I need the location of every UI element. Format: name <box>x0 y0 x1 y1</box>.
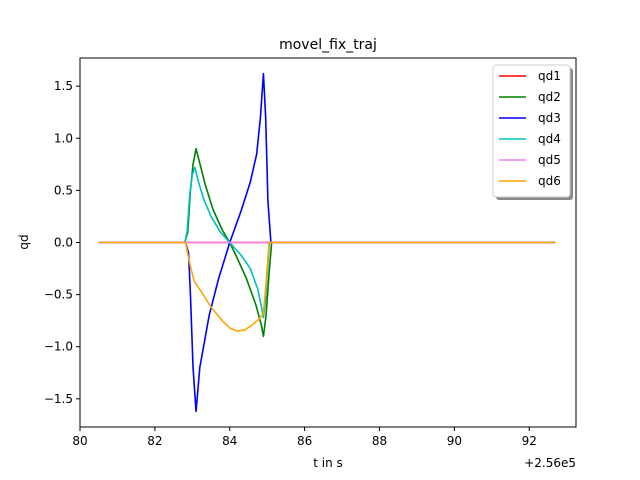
legend-label-qd5: qd5 <box>538 153 561 167</box>
y-tick-label: −0.5 <box>44 288 73 302</box>
series-line-qd6 <box>98 241 556 332</box>
x-tick-label: 92 <box>522 434 537 448</box>
x-axis-label: t in s <box>313 456 343 470</box>
y-tick-label: 1.5 <box>54 79 73 93</box>
chart-title: movel_fix_traj <box>279 37 377 53</box>
x-tick-label: 82 <box>147 434 162 448</box>
y-tick-label: 0.5 <box>54 183 73 197</box>
y-tick-label: −1.5 <box>44 392 73 406</box>
legend-label-qd4: qd4 <box>538 132 561 146</box>
series-line-qd4 <box>98 166 556 319</box>
series-layer <box>98 72 556 413</box>
x-tick-label: 90 <box>447 434 462 448</box>
x-tick-label: 86 <box>297 434 312 448</box>
legend-label-qd2: qd2 <box>538 90 561 104</box>
x-tick-label: 88 <box>372 434 387 448</box>
legend-box <box>492 64 571 198</box>
x-axis-ticks: 80 82 84 86 88 90 92 <box>72 427 537 448</box>
legend-label-qd1: qd1 <box>538 69 561 83</box>
y-tick-label: 0.0 <box>54 236 73 250</box>
legend: qd1 qd2 qd3 qd4 qd5 qd6 <box>492 64 573 200</box>
x-tick-label: 84 <box>222 434 237 448</box>
y-axis-label: qd <box>17 234 31 249</box>
legend-label-qd6: qd6 <box>538 174 561 188</box>
y-tick-label: −1.0 <box>44 340 73 354</box>
y-axis-ticks: 1.5 1.0 0.5 0.0 −0.5 −1.0 −1.5 <box>44 79 80 406</box>
x-axis-offset-label: +2.56e5 <box>524 456 576 470</box>
y-tick-label: 1.0 <box>54 131 73 145</box>
x-tick-label: 80 <box>72 434 87 448</box>
legend-label-qd3: qd3 <box>538 111 561 125</box>
